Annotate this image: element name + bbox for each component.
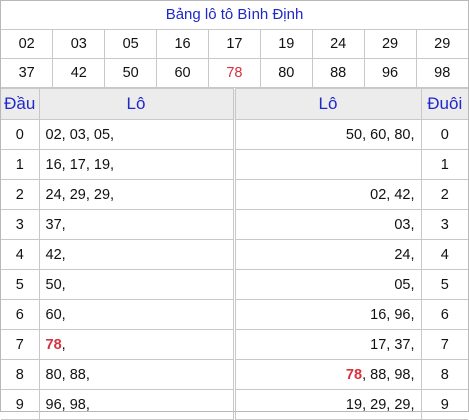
result-number: 96	[363, 58, 417, 88]
duoi-digit: 0	[420, 119, 468, 150]
dau-lo-list: 80, 88,	[38, 359, 236, 390]
board-title: Bảng lô tô Bình Định	[165, 6, 304, 23]
highlighted-number: 78	[45, 336, 62, 353]
lo-to-row: 8 80, 88, 78, 88, 98, 8	[1, 359, 468, 390]
dau-digit: 9	[1, 389, 40, 420]
result-number: 16	[156, 29, 209, 59]
lo-to-table: Đầu Lô Lô Đuôi 0 02, 03, 05, 50, 60, 80, 0 1…	[1, 88, 468, 420]
dau-digit: 1	[1, 149, 40, 180]
duoi-digit: 5	[420, 269, 468, 300]
lo-to-row: 2 24, 29, 29, 02, 42, 2	[1, 179, 468, 210]
numbers-row: 02 03 05 16 17 19 24 29 29	[1, 29, 468, 59]
dau-digit: 8	[1, 359, 40, 390]
duoi-digit: 3	[420, 209, 468, 240]
result-number: 37	[1, 58, 54, 88]
dau-lo-list: 16, 17, 19,	[38, 149, 236, 180]
result-number: 02	[1, 29, 54, 59]
header-duoi: Đuôi	[420, 88, 468, 120]
lo-to-row: 9 96, 98, 19, 29, 29, 9	[1, 389, 468, 420]
duoi-lo-list: 05,	[233, 269, 422, 300]
result-number: 19	[259, 29, 313, 59]
result-number: 80	[259, 58, 313, 88]
dau-digit: 0	[1, 119, 40, 150]
lo-to-row: 6 60, 16, 96, 6	[1, 299, 468, 330]
dau-lo-list: 37,	[38, 209, 236, 240]
result-number: 42	[52, 58, 106, 88]
result-number: 05	[104, 29, 158, 59]
dau-digit: 6	[1, 299, 40, 330]
duoi-digit: 4	[420, 239, 468, 270]
result-number: 98	[415, 58, 468, 88]
dau-lo-list: 78,	[38, 329, 236, 360]
result-number: 78	[208, 58, 261, 88]
dau-lo-list: 02, 03, 05,	[38, 119, 236, 150]
duoi-lo-list: 19, 29, 29,	[233, 389, 422, 420]
dau-digit: 2	[1, 179, 40, 210]
duoi-digit: 2	[420, 179, 468, 210]
duoi-digit: 1	[420, 149, 468, 180]
duoi-lo-list	[233, 149, 422, 180]
result-number: 88	[311, 58, 365, 88]
duoi-digit: 8	[420, 359, 468, 390]
header-dau: Đầu	[1, 88, 40, 120]
result-number: 50	[104, 58, 158, 88]
duoi-lo-list: 17, 37,	[233, 329, 422, 360]
duoi-lo-list: 50, 60, 80,	[233, 119, 422, 150]
duoi-lo-list: 02, 42,	[233, 179, 422, 210]
duoi-lo-list: 16, 96,	[233, 299, 422, 330]
duoi-digit: 9	[420, 389, 468, 420]
dau-lo-list: 50,	[38, 269, 236, 300]
header-lo-right: Lô	[233, 88, 422, 120]
dau-digit: 3	[1, 209, 40, 240]
dau-lo-list: 96, 98,	[38, 389, 236, 420]
dau-digit: 4	[1, 239, 40, 270]
dau-lo-list: 60,	[38, 299, 236, 330]
dau-lo-list: 42,	[38, 239, 236, 270]
dau-digit: 5	[1, 269, 40, 300]
result-number: 24	[311, 29, 365, 59]
duoi-lo-list: 03,	[233, 209, 422, 240]
result-number: 29	[363, 29, 417, 59]
header-lo-left: Lô	[38, 88, 236, 120]
result-number: 03	[52, 29, 106, 59]
result-number: 60	[156, 58, 209, 88]
duoi-lo-list: 24,	[233, 239, 422, 270]
highlighted-number: 78	[345, 366, 363, 383]
dau-lo-list: 24, 29, 29,	[38, 179, 236, 210]
numbers-row: 37 42 50 60 78 80 88 96 98	[1, 58, 468, 88]
duoi-digit: 6	[420, 299, 468, 330]
lo-to-row: 0 02, 03, 05, 50, 60, 80, 0	[1, 119, 468, 150]
lo-to-header-row: Đầu Lô Lô Đuôi	[1, 88, 468, 120]
result-number: 17	[208, 29, 261, 59]
lo-to-row: 1 16, 17, 19, 1	[1, 149, 468, 180]
lo-to-row: 5 50, 05, 5	[1, 269, 468, 300]
result-number: 29	[415, 29, 468, 59]
result-numbers-table: 02 03 05 16 17 19 24 29 29 37 42 50 60 78 80 88 96 98	[1, 29, 468, 88]
lo-to-row: 3 37, 03, 3	[1, 209, 468, 240]
lo-to-row: 4 42, 24, 4	[1, 239, 468, 270]
duoi-digit: 7	[420, 329, 468, 360]
lo-to-row: 7 78, 17, 37, 7	[1, 329, 468, 360]
dau-digit: 7	[1, 329, 40, 360]
duoi-lo-list: 78, 88, 98,	[233, 359, 422, 390]
